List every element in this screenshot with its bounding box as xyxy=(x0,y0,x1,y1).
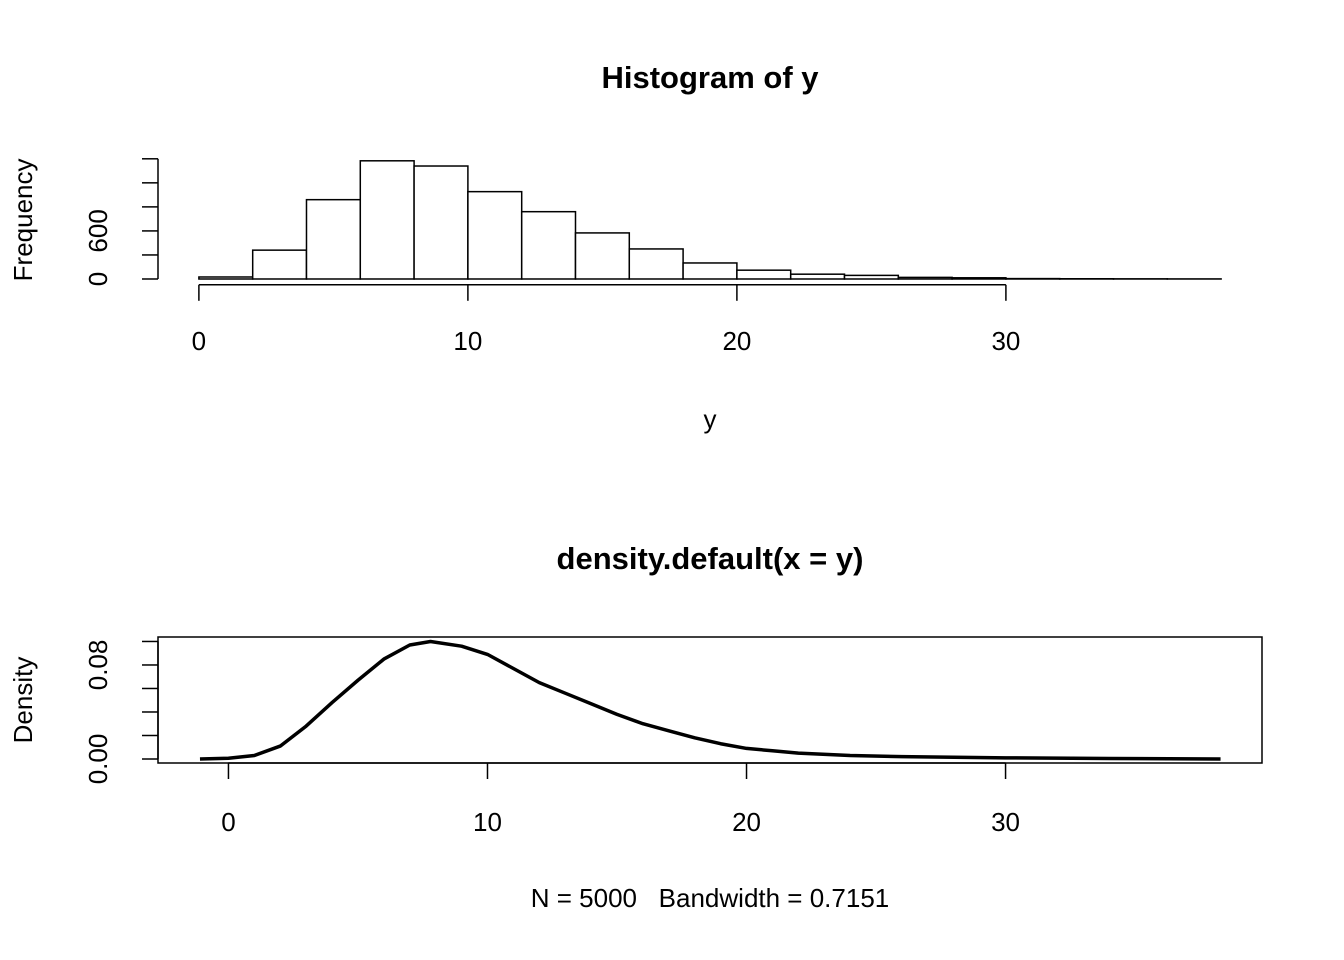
bar xyxy=(682,262,738,280)
bar xyxy=(251,249,308,280)
y-tick-label: 0.08 xyxy=(83,640,113,691)
x-axis-label: N = 5000 Bandwidth = 0.7151 xyxy=(531,883,890,913)
bar xyxy=(520,210,577,280)
bar xyxy=(359,160,415,280)
bar xyxy=(789,273,846,280)
bar xyxy=(467,190,523,280)
bar xyxy=(574,232,631,280)
bar xyxy=(305,198,362,280)
bar xyxy=(736,269,792,280)
y-axis-label: Density xyxy=(8,657,38,744)
x-tick-label: 30 xyxy=(991,807,1020,837)
bar xyxy=(843,274,900,280)
bar xyxy=(951,277,1007,280)
x-tick-label: 10 xyxy=(473,807,502,837)
y-axis-label: Frequency xyxy=(8,158,38,281)
bar xyxy=(897,276,953,280)
x-tick-label: 0 xyxy=(192,326,206,356)
y-tick-label: 0 xyxy=(83,272,113,286)
x-tick-label: 20 xyxy=(722,326,751,356)
bar xyxy=(198,276,254,280)
y-tick-label: 0.00 xyxy=(83,734,113,785)
x-tick-label: 20 xyxy=(732,807,761,837)
density-line xyxy=(199,639,1221,761)
x-tick-label: 0 xyxy=(221,807,235,837)
x-axis-label: y xyxy=(704,404,717,434)
y-tick-label: 600 xyxy=(83,209,113,252)
chart-title: Histogram of y xyxy=(601,60,819,95)
bar xyxy=(628,248,684,280)
bar xyxy=(413,165,469,280)
x-tick-label: 30 xyxy=(991,326,1020,356)
plot-frame xyxy=(157,636,1263,764)
x-tick-label: 10 xyxy=(453,326,482,356)
chart-title: density.default(x = y) xyxy=(557,541,864,576)
